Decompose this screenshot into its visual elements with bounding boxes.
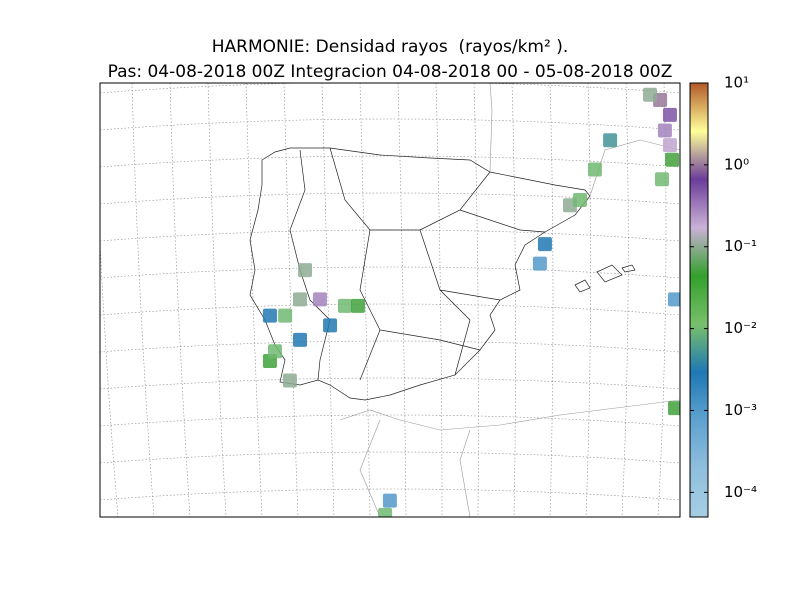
colorbar-tick-label: 10⁻¹ bbox=[724, 237, 757, 255]
iberia-borders bbox=[289, 147, 546, 381]
graticule-line bbox=[549, 83, 554, 517]
density-cell bbox=[537, 237, 552, 252]
density-cell bbox=[278, 308, 293, 323]
africa-coast bbox=[339, 399, 680, 517]
density-cell bbox=[382, 493, 397, 508]
graticule-line bbox=[435, 83, 443, 517]
graticule-line bbox=[585, 83, 591, 517]
density-cell bbox=[323, 318, 338, 333]
density-cell bbox=[654, 172, 669, 187]
graticule-line bbox=[511, 83, 516, 517]
density-cell bbox=[350, 298, 365, 313]
colorbar-tick-label: 10⁻² bbox=[724, 319, 757, 337]
density-cell bbox=[662, 107, 677, 122]
density-cells bbox=[262, 87, 680, 517]
graticule-line bbox=[100, 488, 680, 501]
colorbar bbox=[689, 82, 709, 518]
density-cell bbox=[532, 256, 547, 271]
density-cell bbox=[668, 401, 680, 416]
graticule-line bbox=[100, 192, 680, 205]
graticule bbox=[0, 83, 680, 537]
graticule-line bbox=[621, 83, 629, 517]
graticule-line bbox=[207, 83, 227, 517]
density-cell bbox=[665, 152, 680, 167]
density-cell bbox=[378, 507, 393, 517]
graticule-line bbox=[100, 526, 680, 537]
graticule-line bbox=[100, 83, 680, 94]
chart-subtitle: Pas: 04-08-2018 00Z Integracion 04-08-20… bbox=[108, 62, 673, 82]
coastlines bbox=[249, 83, 680, 517]
colorbar-tick-label: 10⁰ bbox=[724, 155, 749, 173]
graticule-line bbox=[100, 118, 680, 131]
balearic-islands bbox=[574, 264, 636, 293]
graticule-line bbox=[100, 266, 680, 279]
density-cell bbox=[573, 193, 588, 207]
graticule-line bbox=[131, 83, 155, 517]
graticule-line bbox=[100, 414, 680, 427]
graticule-line bbox=[100, 377, 680, 390]
colorbar-tick-label: 10¹ bbox=[724, 74, 749, 92]
graticule-line bbox=[245, 83, 263, 517]
graticule-line bbox=[169, 83, 191, 517]
density-cell bbox=[298, 263, 313, 278]
density-cell bbox=[657, 123, 672, 138]
graticule-line bbox=[0, 83, 10, 517]
graticule-line bbox=[397, 83, 407, 517]
density-cell bbox=[293, 332, 307, 347]
graticule-line bbox=[473, 83, 479, 517]
density-cell bbox=[293, 292, 307, 307]
graticule-line bbox=[321, 83, 335, 517]
graticule-line bbox=[100, 451, 680, 464]
density-cell bbox=[268, 344, 282, 359]
graticule-line bbox=[283, 83, 299, 517]
graticule-line bbox=[359, 83, 371, 517]
density-cell bbox=[312, 292, 327, 307]
colorbar-tick-label: 10⁻⁴ bbox=[724, 483, 757, 501]
graticule-line bbox=[56, 83, 82, 517]
graticule-line bbox=[100, 340, 680, 353]
colorbar-tick-label: 10⁻³ bbox=[724, 401, 757, 419]
density-cell bbox=[603, 133, 618, 148]
graticule-line bbox=[657, 83, 667, 517]
density-cell bbox=[643, 87, 657, 102]
chart-title: HARMONIE: Densidad rayos (rayos/km² ). bbox=[212, 37, 568, 57]
density-cell bbox=[282, 373, 297, 388]
density-cell bbox=[587, 162, 602, 177]
density-cell bbox=[262, 308, 277, 323]
graticule-line bbox=[18, 83, 46, 517]
iberia-coast bbox=[249, 147, 591, 401]
graticule-line bbox=[100, 303, 680, 316]
density-cell bbox=[337, 298, 352, 313]
graticule-line bbox=[100, 155, 680, 168]
density-cell bbox=[668, 292, 680, 307]
map-frame bbox=[99, 82, 681, 518]
graticule-line bbox=[100, 229, 680, 242]
graticule-line bbox=[100, 235, 119, 517]
density-cell bbox=[662, 138, 677, 153]
